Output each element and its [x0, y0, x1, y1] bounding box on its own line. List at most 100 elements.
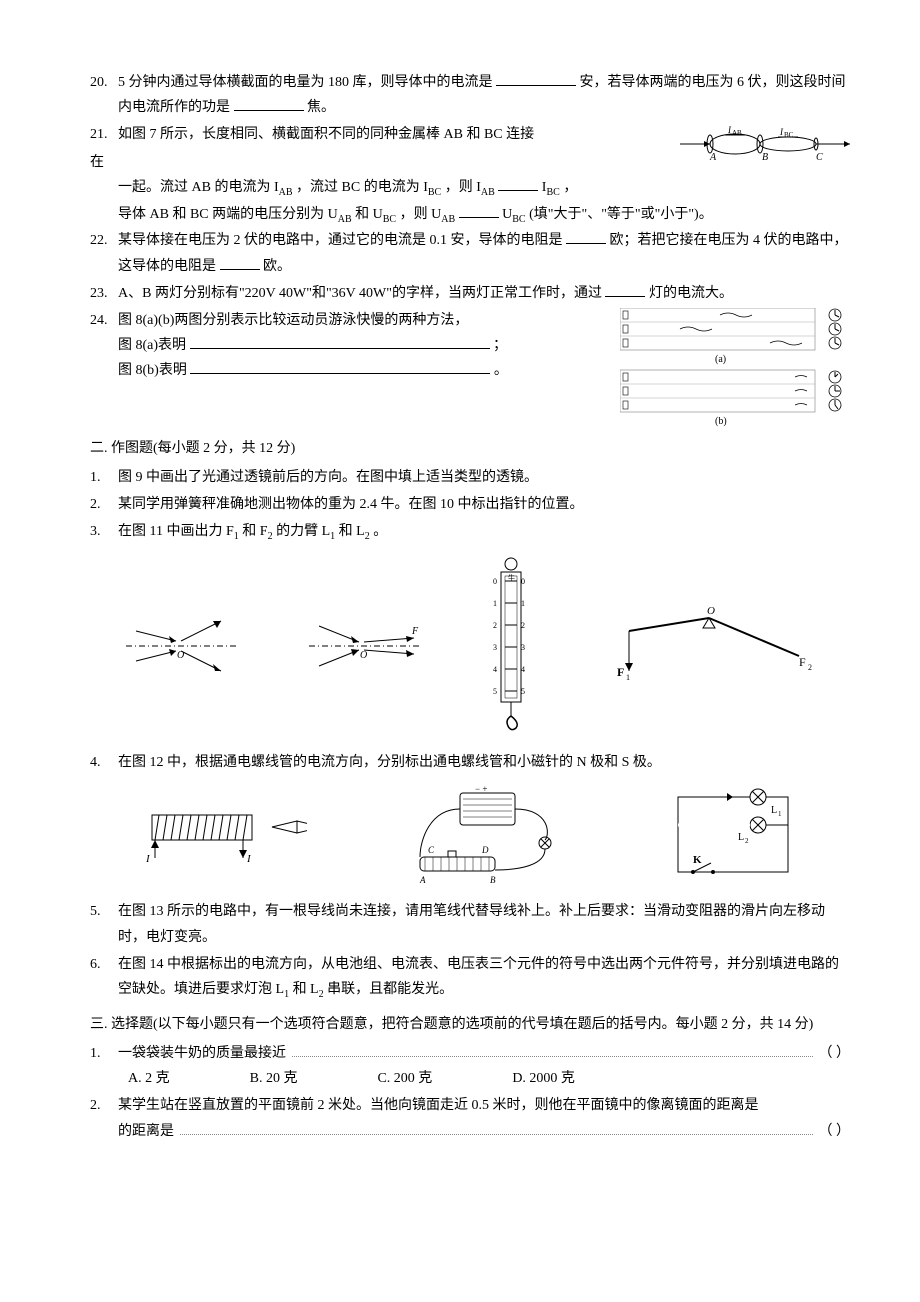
text: U [502, 207, 512, 222]
sub: AB [279, 187, 293, 198]
text: 一起。流过 AB 的电流为 I [118, 180, 279, 195]
svg-text:BC: BC [784, 131, 794, 139]
text: 某同学用弹簧秤准确地测出物体的重为 2.4 牛。在图 10 中标出指针的位置。 [118, 492, 850, 517]
s3-q2: 2. 某学生站在竖直放置的平面镜前 2 米处。当他向镜面走近 0.5 米时，则他… [90, 1093, 850, 1143]
svg-text:(b): (b) [715, 416, 727, 427]
section-3-title: 三. 选择题(以下每小题只有一个选项符合题意，把符合题意的选项前的代号填在题后的… [90, 1012, 850, 1037]
text: ，则 I [445, 180, 481, 195]
qbody: 一袋袋装牛奶的质量最接近 （ ） A. 2 克 B. 20 克 C. 200 克… [118, 1041, 850, 1091]
question-20: 20. 5 分钟内通过导体横截面的电量为 180 库，则导体中的电流是 安，若导… [90, 70, 850, 120]
text: 图 8(a)表明 [118, 338, 186, 353]
svg-text:− +: − + [475, 785, 487, 794]
qnum: 2. [90, 492, 118, 517]
svg-text:B: B [490, 875, 496, 885]
sub: AB [481, 187, 495, 198]
text: 欧。 [263, 259, 291, 274]
opt-d: D. 2000 克 [512, 1066, 575, 1091]
svg-text:K: K [693, 854, 702, 866]
qnum: 1. [90, 465, 118, 490]
sub: BC [428, 187, 441, 198]
text: 。 [373, 524, 387, 539]
s2-q6: 6. 在图 14 中根据标出的电流方向，从电池组、电流表、电压表三个元件的符号中… [90, 952, 850, 1004]
svg-text:L: L [738, 832, 744, 843]
question-22: 22. 某导体接在电压为 2 伏的电路中，通过它的电流是 0.1 安，导体的电阻… [90, 228, 850, 278]
blank [496, 71, 576, 86]
qbody: 图 8(a)(b)两图分别表示比较运动员游泳快慢的两种方法， 图 8(a)表明 … [118, 308, 612, 384]
text: ， [563, 180, 577, 195]
svg-text:4: 4 [521, 665, 525, 674]
blank [605, 282, 645, 297]
svg-text:3: 3 [493, 643, 497, 652]
figure-12-solenoid: I I [137, 800, 307, 870]
qnum: 20. [90, 70, 118, 95]
question-23: 23. A、B 两灯分别标有"220V 40W"和"36V 40W"的字样，当两… [90, 281, 850, 306]
svg-text:5: 5 [521, 687, 525, 696]
line: 一起。流过 AB 的电流为 IAB ，流过 BC 的电流为 IBC ，则 IAB… [90, 175, 850, 202]
text: 串联，且都能发光。 [327, 982, 453, 997]
qbody: 5 分钟内通过导体横截面的电量为 180 库，则导体中的电流是 安，若导体两端的… [118, 70, 850, 120]
text: 。 [494, 363, 508, 378]
qbody: 某导体接在电压为 2 伏的电路中，通过它的电流是 0.1 安，导体的电阻是 欧；… [118, 228, 850, 278]
blank [234, 96, 304, 111]
text: 在图 12 中，根据通电螺线管的电流方向，分别标出通电螺线管和小磁针的 N 极和… [118, 750, 850, 775]
figure-7: IAB IBC A B C [680, 122, 850, 162]
qnum: 4. [90, 750, 118, 775]
text: 的力臂 L [276, 524, 330, 539]
text: A、B 两灯分别标有"220V 40W"和"36V 40W"的字样，当两灯正常工… [118, 286, 602, 301]
text: 某导体接在电压为 2 伏的电路中，通过它的电流是 0.1 安，导体的电阻是 [118, 233, 563, 248]
blank [190, 334, 490, 349]
sub: 1 [330, 531, 335, 542]
figure-13-circuit: − + C D A B [400, 785, 570, 885]
svg-text:2: 2 [493, 621, 497, 630]
qnum: 6. [90, 952, 118, 977]
sub: 2 [319, 989, 324, 1000]
sub: 2 [365, 531, 370, 542]
qnum: 5. [90, 899, 118, 924]
text: 如图 7 所示，长度相同、横截面积不同的同种金属棒 AB 和 BC 连接 [118, 127, 534, 142]
text: 图 8(a)(b)两图分别表示比较运动员游泳快慢的两种方法， [118, 308, 612, 333]
text: 灯的电流大。 [649, 286, 733, 301]
svg-text:L: L [771, 805, 777, 816]
svg-text:2: 2 [521, 621, 525, 630]
s3-q1: 1. 一袋袋装牛奶的质量最接近 （ ） A. 2 克 B. 20 克 C. 20… [90, 1041, 850, 1091]
text: 和 U [355, 207, 383, 222]
paren: （ ） [819, 1041, 851, 1066]
text: 图 8(b)表明 [118, 363, 187, 378]
svg-text:O: O [707, 605, 715, 617]
svg-text:3: 3 [521, 643, 525, 652]
svg-text:F: F [799, 655, 806, 669]
dotted-leader [180, 1120, 813, 1135]
svg-text:2: 2 [745, 837, 749, 845]
blank [566, 229, 606, 244]
text: (填"大于"、"等于"或"小于")。 [529, 207, 713, 222]
blank [220, 255, 260, 270]
text: ； [493, 338, 507, 353]
qnum: 21. [90, 122, 118, 147]
text: 和 L [293, 982, 319, 997]
s2-q2: 2. 某同学用弹簧秤准确地测出物体的重为 2.4 牛。在图 10 中标出指针的位… [90, 492, 850, 517]
text: 和 L [339, 524, 365, 539]
svg-text:5: 5 [493, 687, 497, 696]
dotted-leader [292, 1042, 813, 1057]
sub: AB [441, 213, 455, 224]
svg-text:I: I [246, 853, 252, 865]
blank [190, 359, 490, 374]
sub: BC [383, 213, 396, 224]
svg-text:C: C [816, 152, 823, 162]
svg-text:F: F [411, 626, 419, 637]
sub: BC [512, 213, 525, 224]
text: 图 9 中画出了光通过透镜前后的方向。在图中填上适当类型的透镜。 [118, 465, 850, 490]
sub: 1 [234, 531, 239, 542]
svg-text:0: 0 [493, 577, 497, 586]
opt-a: A. 2 克 [128, 1066, 170, 1091]
text: ，则 U [400, 207, 442, 222]
text: 焦。 [307, 100, 335, 115]
opt-b: B. 20 克 [250, 1066, 298, 1091]
svg-text:牛: 牛 [508, 573, 515, 582]
figure-9a: O [121, 606, 241, 686]
svg-text:1: 1 [626, 673, 630, 682]
text: 5 分钟内通过导体横截面的电量为 180 库，则导体中的电流是 [118, 75, 493, 90]
text: 在图 14 中根据标出的电流方向，从电池组、电流表、电压表三个元件的符号中选出两… [118, 957, 839, 997]
svg-text:(a): (a) [715, 354, 726, 365]
blank [459, 203, 499, 218]
